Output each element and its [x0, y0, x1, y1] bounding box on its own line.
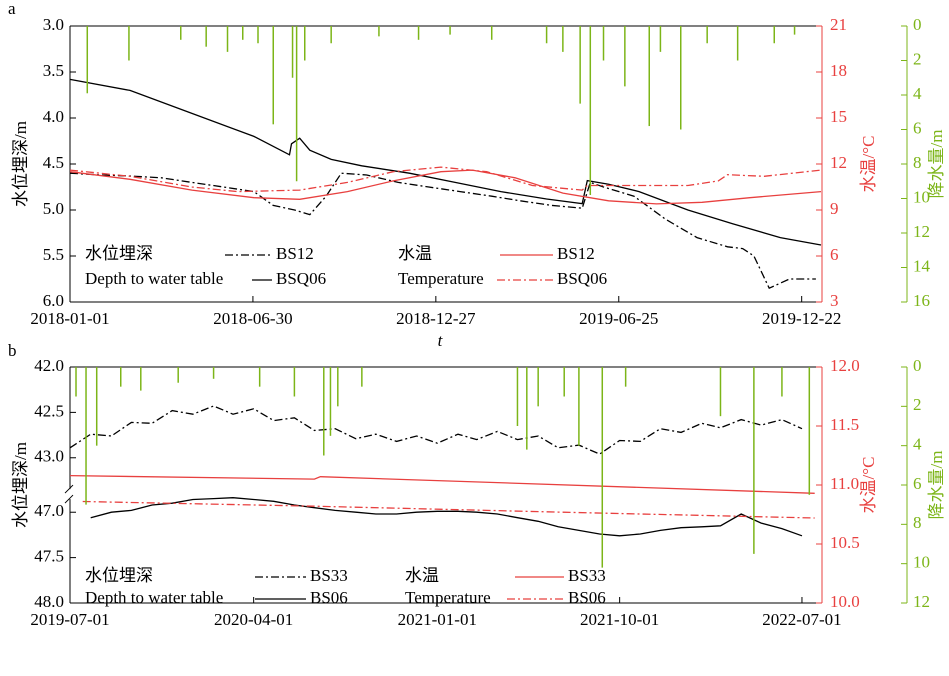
legend-label: 水温 [405, 566, 439, 585]
legend-entry: BSQ06 [276, 269, 326, 288]
y-tick-label: 5.0 [43, 199, 64, 218]
x-tick-label: 2019-07-01 [30, 610, 109, 629]
y-tick-label: 43.0 [34, 447, 64, 466]
y2-tick-label: 15 [830, 107, 847, 126]
legend-entry: BS33 [568, 566, 606, 585]
legend-entry: BS33 [310, 566, 348, 585]
series-line [69, 78, 822, 246]
y-tick-label: 42.0 [34, 356, 64, 375]
series-line [69, 474, 815, 494]
y3-tick-label: 0 [913, 356, 922, 375]
x-tick-label: 2021-01-01 [398, 610, 477, 629]
legend-label: Depth to water table [85, 269, 223, 288]
y3-tick-label: 4 [913, 435, 922, 454]
legend-label: 水温 [398, 244, 432, 263]
x-tick-label: 2018-06-30 [213, 309, 292, 328]
y-tick-label: 47.0 [34, 501, 64, 520]
y3-axis-title: 降水量/m [927, 451, 946, 520]
series-line [69, 166, 822, 193]
x-tick-label: 2019-12-22 [762, 309, 841, 328]
y-axis-title: 水位埋深/m [11, 121, 30, 207]
x-tick-label: 2021-10-01 [580, 610, 659, 629]
axis-break [64, 494, 74, 504]
legend-entry: BS06 [568, 588, 606, 607]
y2-tick-label: 10.5 [830, 533, 860, 552]
legend-entry: BS06 [310, 588, 348, 607]
y-tick-label: 48.0 [34, 592, 64, 611]
x-tick-label: 2018-12-27 [396, 309, 476, 328]
y-axis-title: 水位埋深/m [11, 442, 30, 528]
y-tick-label: 6.0 [43, 291, 64, 310]
y2-tick-label: 11.5 [830, 415, 859, 434]
legend-entry: BS12 [557, 244, 595, 263]
y-tick-label: 47.5 [34, 547, 64, 566]
y3-tick-label: 14 [913, 256, 931, 275]
y3-tick-label: 2 [913, 395, 922, 414]
y3-tick-label: 0 [913, 15, 922, 34]
series-line [69, 172, 816, 290]
y2-tick-label: 9 [830, 199, 839, 218]
y2-axis-title: 水温/°C [859, 136, 878, 193]
legend-label: Temperature [405, 588, 491, 607]
x-tick-label: 2020-04-01 [214, 610, 293, 629]
y3-tick-label: 4 [913, 84, 922, 103]
series-line [82, 500, 815, 519]
panel-label: b [8, 341, 17, 360]
y-tick-label: 3.0 [43, 15, 64, 34]
y2-tick-label: 10.0 [830, 592, 860, 611]
y3-tick-label: 12 [913, 222, 930, 241]
y3-tick-label: 6 [913, 474, 922, 493]
legend-entry: BS12 [276, 244, 314, 263]
x-axis-title: t [438, 331, 444, 350]
series-line [69, 169, 822, 205]
y3-tick-label: 12 [913, 592, 930, 611]
panel-label: a [8, 0, 16, 18]
legend-label: Depth to water table [85, 588, 223, 607]
y3-tick-label: 8 [913, 513, 922, 532]
y3-tick-label: 2 [913, 49, 922, 68]
y3-tick-label: 16 [913, 291, 930, 310]
y2-axis-title: 水温/°C [859, 457, 878, 514]
x-tick-label: 2022-07-01 [762, 610, 841, 629]
y3-axis-title: 降水量/m [927, 130, 946, 199]
y3-tick-label: 6 [913, 118, 922, 137]
y2-tick-label: 12.0 [830, 356, 860, 375]
y2-tick-label: 12 [830, 153, 847, 172]
y2-tick-label: 3 [830, 291, 839, 310]
legend-label: 水位埋深 [85, 566, 153, 585]
y-tick-label: 4.0 [43, 107, 64, 126]
axis-break [64, 484, 74, 494]
y3-tick-label: 10 [913, 187, 930, 206]
y-tick-label: 5.5 [43, 245, 64, 264]
series-line [90, 497, 803, 537]
y3-tick-label: 10 [913, 553, 930, 572]
series-line [69, 405, 803, 455]
x-tick-label: 2018-01-01 [30, 309, 109, 328]
y-tick-label: 42.5 [34, 401, 64, 420]
y3-tick-label: 8 [913, 153, 922, 172]
x-tick-label: 2019-06-25 [579, 309, 658, 328]
legend-label: 水位埋深 [85, 244, 153, 263]
y-tick-label: 3.5 [43, 61, 64, 80]
y2-tick-label: 18 [830, 61, 847, 80]
legend-entry: BSQ06 [557, 269, 607, 288]
y2-tick-label: 21 [830, 15, 847, 34]
y2-tick-label: 11.0 [830, 474, 859, 493]
legend-label: Temperature [398, 269, 484, 288]
y-tick-label: 4.5 [43, 153, 64, 172]
y2-tick-label: 6 [830, 245, 839, 264]
